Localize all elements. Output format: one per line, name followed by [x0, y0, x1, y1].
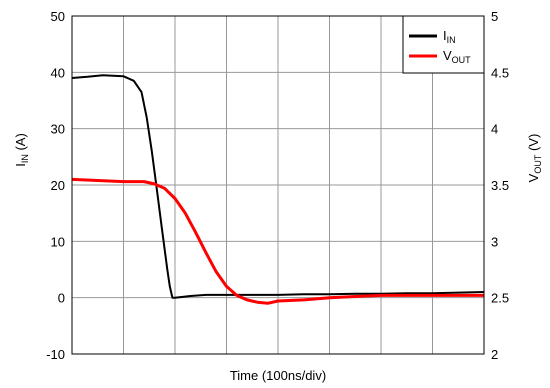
series-line-iin: [71, 74, 485, 299]
left-tick-label: 20: [51, 178, 65, 193]
plot-frame: [71, 15, 485, 355]
left-tick-label: 40: [51, 65, 65, 80]
left-tick-label: 50: [51, 9, 65, 24]
right-tick-labels: 2 2.5 3 3.5 4 4.5 5: [491, 9, 509, 362]
series-line-vout: [71, 177, 484, 305]
left-axis-title: IIN (A): [13, 133, 30, 167]
left-tick-label: 0: [58, 291, 65, 306]
right-tick-label: 3.5: [491, 178, 509, 193]
right-tick-label: 4.5: [491, 65, 509, 80]
left-tick-label: 30: [51, 122, 65, 137]
legend: IIN VOUT: [402, 15, 485, 74]
legend-label-iin: IIN: [443, 28, 456, 45]
legend-label-vout: VOUT: [443, 48, 471, 65]
series-layer: [71, 74, 485, 305]
x-axis-title: Time (100ns/div): [230, 368, 326, 383]
right-tick-label: 3: [491, 234, 498, 249]
right-axis-title: VOUT (V): [526, 134, 543, 183]
legend-box: [402, 15, 485, 74]
grid: [72, 16, 484, 354]
left-tick-label: 10: [51, 234, 65, 249]
right-tick-label: 2: [491, 347, 498, 362]
left-tick-labels: -10 0 10 20 30 40 50: [46, 9, 65, 362]
right-tick-label: 4: [491, 122, 498, 137]
left-tick-label: -10: [46, 347, 65, 362]
right-tick-label: 5: [491, 9, 498, 24]
right-tick-label: 2.5: [491, 291, 509, 306]
